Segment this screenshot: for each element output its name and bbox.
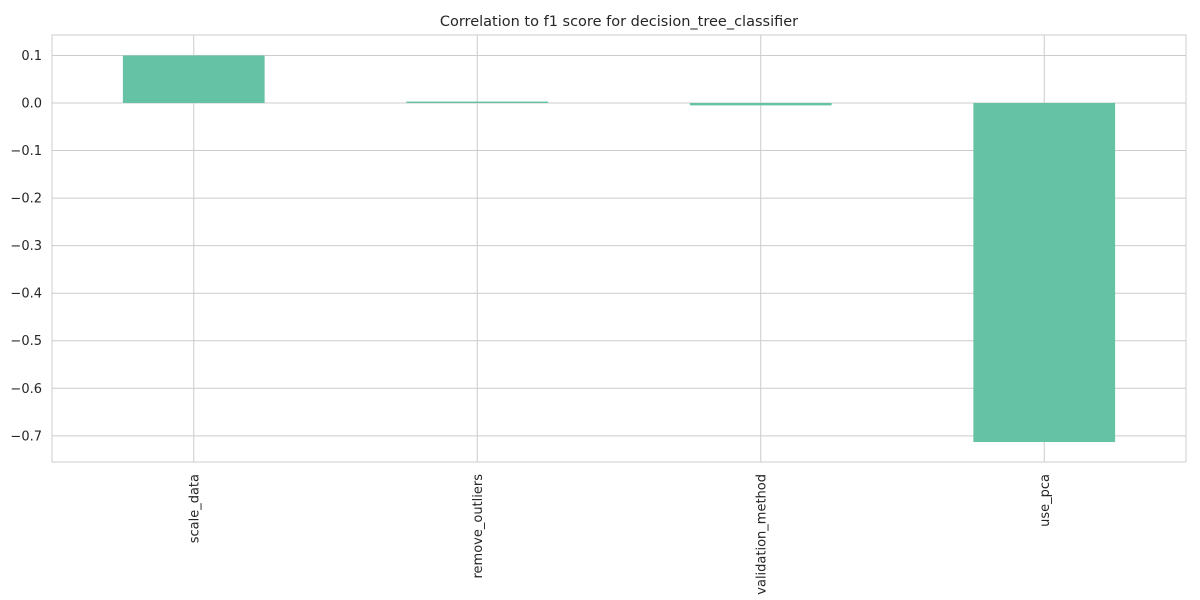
x-tick-label: use_pca (1038, 474, 1053, 527)
y-tick-label: 0.0 (21, 96, 42, 111)
bar-remove-outliers (406, 101, 549, 103)
x-tick-label: validation_method (754, 474, 769, 595)
y-tick-label: −0.5 (10, 334, 42, 349)
bars (122, 55, 1116, 443)
bar-use-pca (973, 102, 1116, 443)
y-tick-label: −0.1 (10, 144, 42, 159)
y-tick-label: −0.6 (10, 382, 42, 397)
x-tick-label: scale_data (187, 474, 202, 543)
y-tick-label: 0.1 (21, 49, 42, 64)
y-tick-label: −0.7 (10, 429, 42, 444)
x-axis-tick-labels: scale_data remove_outliers validation_meth… (187, 474, 1053, 595)
bar-validation-method (689, 102, 832, 106)
x-tick-label: remove_outliers (471, 474, 486, 579)
y-tick-label: −0.3 (10, 239, 42, 254)
chart-title: Correlation to f1 score for decision_tre… (440, 14, 798, 30)
y-tick-label: −0.2 (10, 192, 42, 207)
y-tick-label: −0.4 (10, 287, 42, 302)
bar-scale-data (122, 55, 265, 103)
plot-frame (51, 34, 1187, 463)
y-axis-tick-labels: 0.1 0.0 −0.1 −0.2 −0.3 −0.4 −0.5 −0.6 −0.7 (10, 49, 42, 444)
